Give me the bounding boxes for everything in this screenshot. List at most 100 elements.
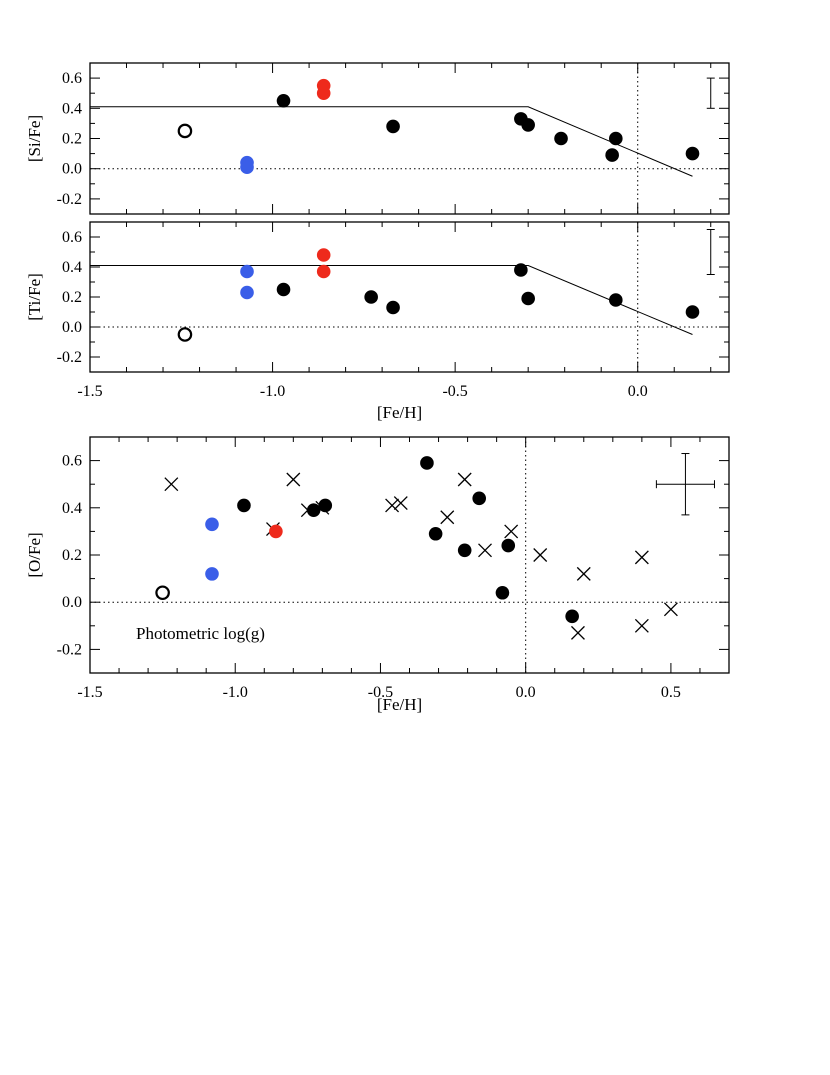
o-point-open bbox=[155, 585, 170, 601]
ti-model-line bbox=[90, 265, 693, 335]
o-point-literature bbox=[634, 550, 649, 565]
o-y-tick-label: 0.6 bbox=[62, 453, 82, 470]
ti-point-black bbox=[685, 305, 700, 319]
ti-y-tick-label: 0.6 bbox=[62, 229, 82, 246]
cross-stroke bbox=[393, 496, 408, 511]
o-point-literature bbox=[478, 543, 492, 558]
o-point-literature bbox=[385, 498, 400, 513]
si-y-tick-label: 0.6 bbox=[62, 70, 82, 87]
ti-point-black bbox=[386, 300, 400, 315]
o-point-literature bbox=[393, 496, 408, 511]
o-point-literature bbox=[286, 472, 301, 487]
o-point-black bbox=[501, 538, 516, 553]
cross-stroke bbox=[663, 602, 678, 617]
cross-stroke bbox=[634, 550, 649, 565]
ti-point-black bbox=[521, 291, 535, 306]
panel-si-fe: -0.2 0.0 0.2 0.4 0.6 [Si/Fe] bbox=[25, 62, 730, 215]
ti-point-black bbox=[364, 290, 378, 304]
o-x-tick-label: 0.5 bbox=[661, 684, 681, 701]
ti-x-axis-label: [Fe/H] bbox=[377, 403, 422, 422]
cross-stroke bbox=[571, 625, 585, 640]
o-annotation: Photometric log(g) bbox=[136, 624, 265, 643]
cross-stroke bbox=[440, 510, 455, 525]
si-y-tick-label: 0.4 bbox=[62, 100, 82, 117]
ti-point-black bbox=[514, 263, 528, 277]
si-y-tick-label: 0.2 bbox=[62, 131, 82, 148]
o-point-black bbox=[495, 585, 510, 600]
cross-stroke bbox=[504, 524, 519, 539]
o-y-tick-label: 0.0 bbox=[62, 594, 82, 611]
o-point-literature bbox=[571, 625, 585, 640]
ti-x-tick-label: -0.5 bbox=[442, 383, 467, 400]
ti-plot-frame bbox=[89, 221, 730, 373]
o-point-black bbox=[472, 491, 487, 506]
ti-point-blue bbox=[240, 285, 254, 300]
o-x-tick-label: -1.0 bbox=[223, 684, 248, 701]
o-y-axis-label: [O/Fe] bbox=[25, 532, 44, 577]
o-point-literature bbox=[576, 566, 591, 581]
o-point-black bbox=[420, 456, 434, 470]
panel-ti-fe: -1.5 -1.0 -0.5 0.0 -0.2 0.0 0.2 0.4 0.6 [Ti/Fe] [F… bbox=[25, 221, 730, 422]
ti-point-red bbox=[316, 248, 331, 262]
cross-stroke bbox=[286, 472, 301, 487]
o-y-tick-label: 0.2 bbox=[62, 547, 82, 564]
ti-y-tick-label: 0.4 bbox=[62, 259, 82, 276]
ti-point-open bbox=[177, 327, 193, 342]
cross-stroke bbox=[385, 498, 400, 513]
o-point-literature bbox=[533, 548, 548, 562]
si-point-black bbox=[276, 93, 291, 108]
si-point-open bbox=[177, 123, 193, 139]
cross-stroke bbox=[164, 477, 179, 492]
o-point-blue bbox=[205, 517, 219, 532]
ti-x-tick-label: -1.5 bbox=[77, 383, 102, 400]
si-point-black bbox=[386, 119, 400, 134]
o-point-black bbox=[565, 609, 579, 624]
o-point-black bbox=[237, 498, 251, 513]
o-x-tick-label: -0.5 bbox=[368, 684, 393, 701]
o-point-literature bbox=[440, 510, 455, 525]
si-model-line bbox=[90, 106, 693, 177]
ti-point-black bbox=[276, 282, 291, 297]
panel-o-fe: -1.5 -1.0 -0.5 0.0 0.5 -0.2 0.0 0.2 0.4 0.6 [O/Fe]… bbox=[25, 436, 730, 714]
cross-stroke bbox=[457, 472, 472, 487]
si-point-black bbox=[554, 131, 568, 146]
si-y-axis-label: [Si/Fe] bbox=[25, 115, 44, 162]
si-point-black bbox=[609, 131, 623, 146]
si-point-blue bbox=[240, 160, 254, 174]
si-point-red bbox=[316, 86, 331, 100]
ti-y-axis-label: [Ti/Fe] bbox=[25, 273, 44, 321]
o-point-literature bbox=[634, 618, 649, 633]
o-point-blue bbox=[205, 567, 219, 581]
o-point-literature bbox=[504, 524, 519, 539]
o-point-literature bbox=[457, 472, 472, 487]
si-y-tick-label: -0.2 bbox=[57, 191, 82, 208]
si-point-black bbox=[605, 148, 619, 162]
o-point-black bbox=[306, 503, 321, 517]
ti-point-black bbox=[609, 293, 623, 307]
ti-x-tick-label: -1.0 bbox=[260, 383, 285, 400]
o-y-tick-label: 0.4 bbox=[62, 500, 82, 517]
o-point-red bbox=[269, 524, 283, 539]
si-plot-frame bbox=[89, 62, 730, 215]
cross-stroke bbox=[533, 548, 548, 562]
ti-point-red bbox=[316, 264, 331, 279]
o-point-literature bbox=[164, 477, 179, 492]
o-x-tick-label: 0.0 bbox=[516, 684, 536, 701]
ti-point-blue bbox=[240, 264, 254, 279]
si-point-black bbox=[521, 118, 535, 132]
o-point-literature bbox=[663, 602, 678, 617]
ti-x-tick-label: 0.0 bbox=[628, 383, 648, 400]
cross-stroke bbox=[478, 543, 492, 558]
cross-stroke bbox=[576, 566, 591, 581]
cross-stroke bbox=[634, 618, 649, 633]
si-point-black bbox=[685, 146, 700, 161]
o-y-tick-label: -0.2 bbox=[57, 641, 82, 658]
ti-y-tick-label: 0.2 bbox=[62, 289, 82, 306]
o-point-black bbox=[428, 526, 443, 541]
o-point-black bbox=[457, 543, 472, 558]
o-point-black bbox=[318, 498, 333, 513]
o-x-tick-label: -1.5 bbox=[77, 684, 102, 701]
ti-y-tick-label: -0.2 bbox=[57, 349, 82, 366]
o-x-axis-label: [Fe/H] bbox=[377, 695, 422, 714]
